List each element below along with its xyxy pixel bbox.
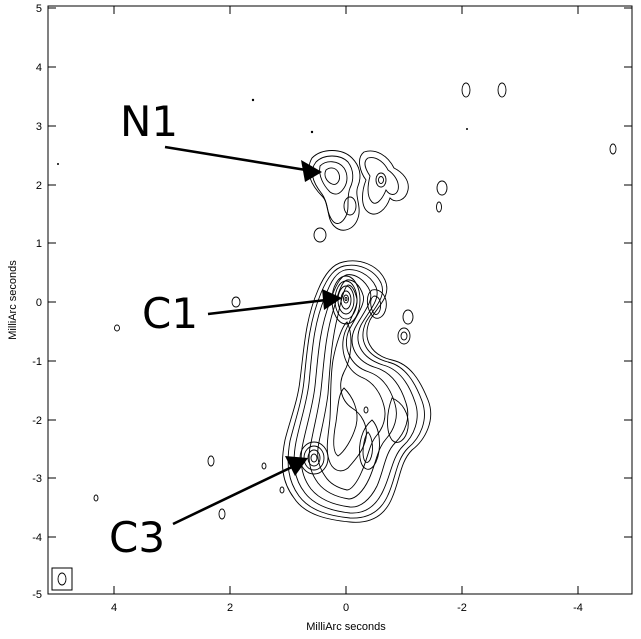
y-tick-label: -1: [32, 356, 42, 368]
y-tick-label: 4: [36, 62, 42, 74]
y-tick-label: -5: [32, 589, 42, 601]
y-tick-label: 2: [36, 180, 42, 192]
arrow-n1: [164, 145, 307, 172]
x-tick-label: 0: [343, 602, 349, 614]
arrow-c3-head: [285, 456, 308, 476]
y-tick-label: -2: [32, 415, 42, 427]
y-tick-label: -4: [32, 532, 42, 544]
component-arrows: [164, 145, 342, 526]
y-tick-label: 1: [36, 238, 42, 250]
x-axis-label: MilliArc seconds: [306, 621, 386, 633]
jet-contours: [282, 260, 432, 523]
label-n1: N1: [120, 97, 178, 146]
y-tick-labels: 5 4 3 2 1 0 -1 -2 -3 -4 -5: [32, 3, 42, 601]
x-tick-label: 4: [111, 602, 117, 614]
y-tick-label: 0: [36, 297, 42, 309]
x-tick-labels: 4 2 0 -2 -4: [111, 602, 583, 614]
arrow-c1-head: [322, 289, 342, 310]
isolated-contours: [57, 82, 617, 520]
arrow-c3: [172, 465, 293, 526]
x-tick-label: -4: [573, 602, 583, 614]
plot-frame: [47, 5, 633, 595]
arrow-n1-head: [301, 160, 322, 182]
x-tick-label: 2: [227, 602, 233, 614]
beam-ellipse: [57, 572, 67, 586]
n1-contours: [308, 150, 448, 243]
beam-box: [51, 567, 73, 591]
label-c3: C3: [109, 513, 165, 562]
arrow-c1: [207, 298, 327, 316]
label-c1: C1: [142, 289, 198, 338]
y-tick-label: 5: [36, 3, 42, 15]
y-tick-label: -3: [32, 473, 42, 485]
y-axis-ticks: [48, 7, 632, 595]
x-tick-label: -2: [457, 602, 467, 614]
y-tick-label: 3: [36, 121, 42, 133]
x-axis-ticks: [113, 6, 579, 594]
y-axis-label: MilliArc seconds: [7, 260, 19, 340]
